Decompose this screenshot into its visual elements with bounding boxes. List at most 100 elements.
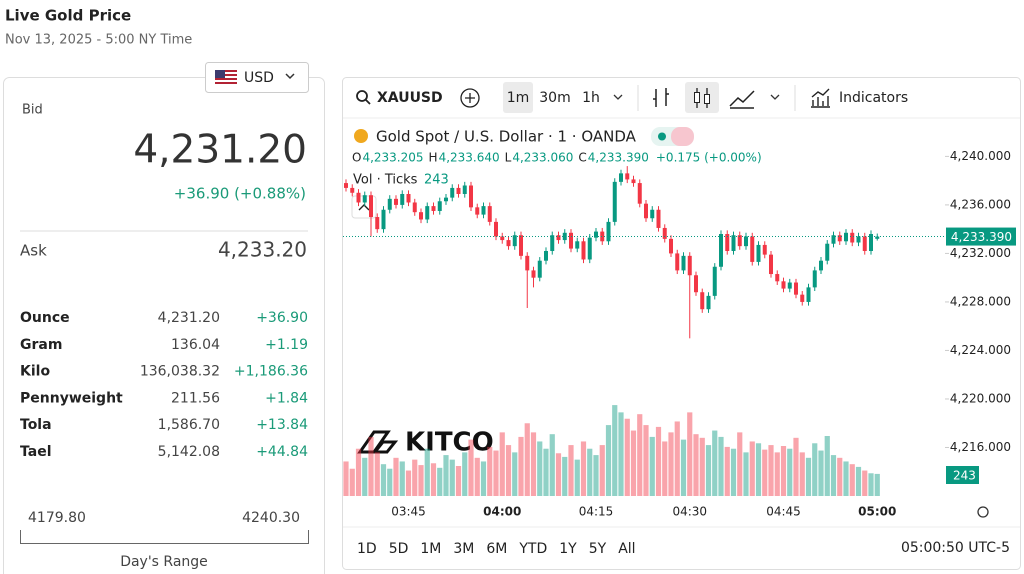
volume-bar bbox=[687, 412, 693, 496]
candle-body bbox=[519, 235, 523, 256]
volume-bar bbox=[705, 445, 712, 496]
candle-body bbox=[775, 274, 780, 282]
ohlc-value: 4,233.205 bbox=[362, 151, 423, 165]
volume-bar bbox=[649, 436, 655, 496]
candle-body bbox=[456, 187, 461, 194]
settings-icon[interactable] bbox=[977, 506, 989, 518]
volume-bar bbox=[512, 452, 518, 496]
gold-icon bbox=[354, 129, 368, 143]
y-tick-label: 4,232.000 bbox=[950, 246, 1011, 260]
interval-button[interactable]: 1h bbox=[582, 90, 600, 106]
candle-body bbox=[769, 254, 773, 275]
range-low: 4179.80 bbox=[28, 510, 86, 526]
candle-body bbox=[669, 238, 673, 254]
volume-bar bbox=[855, 466, 862, 496]
bid-change: +36.90 (+0.88%) bbox=[174, 185, 306, 203]
candle-body bbox=[737, 235, 742, 247]
area-icon[interactable] bbox=[729, 90, 755, 109]
y-tick-label: 4,228.000 bbox=[950, 294, 1011, 308]
add-symbol[interactable] bbox=[460, 88, 480, 108]
volume-bar bbox=[537, 441, 543, 496]
range-button[interactable]: All bbox=[618, 541, 635, 557]
ohlc-key: L bbox=[505, 151, 512, 165]
unit-price: 136.04 bbox=[171, 337, 220, 353]
range-button[interactable]: YTD bbox=[518, 541, 547, 557]
volume-bar bbox=[430, 463, 437, 496]
volume-bar bbox=[437, 467, 443, 496]
candle-body bbox=[350, 187, 355, 193]
y-tick-label: 4,236.000 bbox=[950, 197, 1011, 211]
volume-bar bbox=[743, 452, 749, 496]
candle-body bbox=[531, 270, 536, 278]
range-button[interactable]: 3M bbox=[453, 541, 474, 557]
candle-body bbox=[700, 292, 705, 310]
volume-bar bbox=[630, 430, 637, 496]
bar-style-icon[interactable] bbox=[653, 88, 669, 107]
volume-bar bbox=[443, 455, 449, 496]
candle-body bbox=[525, 255, 530, 271]
candle-body bbox=[619, 173, 623, 182]
unit-change: +1,186.36 bbox=[234, 364, 308, 380]
ask-label: Ask bbox=[20, 242, 47, 260]
quote-card bbox=[3, 77, 325, 574]
chart-title: Gold Spot / U.S. Dollar · 1 · OANDA bbox=[376, 128, 637, 146]
unit-price: 211.56 bbox=[171, 390, 220, 406]
candle-body bbox=[500, 236, 505, 241]
interval-button[interactable]: 30m bbox=[539, 90, 570, 106]
candle-body bbox=[744, 236, 748, 247]
candle-body bbox=[537, 260, 542, 278]
candle-body bbox=[450, 187, 455, 198]
range-button[interactable]: 6M bbox=[486, 541, 507, 557]
unit-change: +1.19 bbox=[265, 337, 308, 353]
range-button[interactable]: 1Y bbox=[559, 541, 577, 557]
symbol[interactable]: XAUUSD bbox=[377, 90, 443, 106]
candle-body bbox=[462, 185, 467, 194]
volume-bar bbox=[493, 450, 499, 496]
ohlc-change: +0.175 (+0.00%) bbox=[656, 151, 762, 165]
indicators-button[interactable]: Indicators bbox=[839, 90, 908, 106]
range-button[interactable]: 5Y bbox=[589, 541, 607, 557]
volume-bar bbox=[637, 414, 643, 496]
range-button[interactable]: 5D bbox=[389, 541, 409, 557]
unit-name: Pennyweight bbox=[20, 390, 123, 406]
volume-bar bbox=[587, 448, 593, 496]
volume-bar bbox=[424, 448, 430, 496]
volume-bar bbox=[668, 432, 674, 496]
candle-body bbox=[369, 195, 373, 218]
candle-body bbox=[475, 207, 480, 215]
chart-card bbox=[342, 77, 1021, 570]
volume-bar bbox=[487, 446, 493, 496]
volume-bar bbox=[355, 448, 362, 496]
volume-bar bbox=[524, 423, 530, 496]
volume-bar bbox=[349, 468, 355, 496]
candle-body bbox=[444, 197, 448, 202]
x-tick-label: 05:00 bbox=[858, 505, 896, 519]
range-button[interactable]: 1M bbox=[420, 541, 441, 557]
candle-style-active[interactable] bbox=[685, 82, 719, 113]
candle-body bbox=[800, 294, 805, 302]
volume-bar bbox=[624, 418, 630, 496]
candle-body bbox=[681, 255, 686, 271]
candle-body bbox=[812, 270, 817, 288]
candle-body bbox=[850, 232, 855, 243]
volume-legend: Vol · Ticks bbox=[353, 173, 418, 188]
candle-body bbox=[494, 221, 498, 237]
volume-bar bbox=[843, 461, 849, 496]
candle-body bbox=[431, 206, 436, 211]
volume-bar bbox=[468, 439, 474, 496]
candle-icon bbox=[704, 94, 710, 104]
range-button[interactable]: 1D bbox=[357, 541, 377, 557]
volume-bar bbox=[599, 445, 605, 496]
volume-bar bbox=[862, 470, 868, 496]
candle-body bbox=[756, 244, 761, 262]
candle-body bbox=[825, 243, 830, 261]
volume-bar bbox=[474, 457, 480, 496]
candle-body bbox=[569, 232, 573, 249]
candle-body bbox=[675, 253, 680, 271]
range-bar bbox=[20, 530, 309, 544]
volume-bar bbox=[868, 473, 874, 496]
candle-body bbox=[575, 241, 580, 249]
candle-body bbox=[831, 235, 836, 244]
interval-button[interactable]: 1m bbox=[507, 90, 530, 106]
